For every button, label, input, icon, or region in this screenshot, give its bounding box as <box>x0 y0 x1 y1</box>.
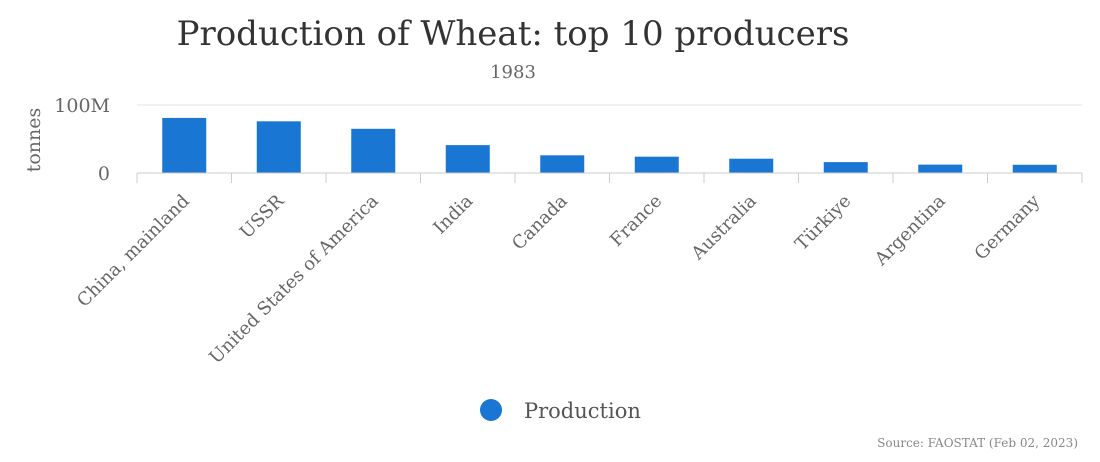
x-axis <box>136 172 1083 183</box>
bar[interactable] <box>540 155 585 173</box>
bar[interactable] <box>729 158 774 173</box>
y-axis-ticks: 0 100M <box>54 95 110 185</box>
x-tick-label: France <box>606 191 666 251</box>
legend-label-production: Production <box>524 399 641 423</box>
bar[interactable] <box>1012 164 1057 173</box>
y-tick-label: 100M <box>54 95 110 117</box>
bars-group <box>162 117 1057 173</box>
bar[interactable] <box>351 128 396 173</box>
x-tick-label: USSR <box>236 190 289 243</box>
bar[interactable] <box>445 145 490 173</box>
y-axis-label: tonnes <box>23 108 45 173</box>
bar[interactable] <box>634 156 679 173</box>
source-credit: Source: FAOSTAT (Feb 02, 2023) <box>877 436 1078 450</box>
bar[interactable] <box>823 162 868 173</box>
x-tick-label: China, mainland <box>73 191 194 312</box>
legend[interactable]: Production <box>480 399 641 423</box>
x-tick-label: Australia <box>687 191 761 265</box>
x-tick-label: United States of America <box>205 190 383 368</box>
x-tick-label: Germany <box>971 190 1045 264</box>
chart-title: Production of Wheat: top 10 producers <box>177 14 850 54</box>
x-tick-label: Canada <box>508 191 572 255</box>
legend-marker-production <box>480 399 502 421</box>
bar[interactable] <box>256 121 301 173</box>
bar[interactable] <box>918 164 963 173</box>
bar[interactable] <box>162 117 207 173</box>
y-tick-label: 0 <box>98 163 110 185</box>
x-tick-label: Argentina <box>870 190 950 270</box>
chart-subtitle: 1983 <box>490 62 536 83</box>
x-tick-label: India <box>429 190 477 238</box>
x-tick-label: Türkiye <box>791 191 855 255</box>
